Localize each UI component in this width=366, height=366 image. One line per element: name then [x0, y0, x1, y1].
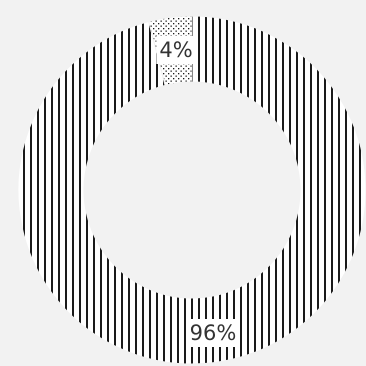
slice-label-text-4: 4%	[159, 38, 192, 62]
slice-label-96: 96%	[186, 319, 240, 347]
slice-label-box-96	[186, 319, 240, 347]
slice-label-box-4	[156, 36, 196, 64]
slice-label-text-96: 96%	[190, 321, 237, 345]
donut-slice-96	[17, 15, 366, 365]
slice-label-4: 4%	[156, 36, 196, 64]
slices-layer	[17, 15, 366, 365]
labels-layer: 96% 4%	[156, 36, 240, 347]
